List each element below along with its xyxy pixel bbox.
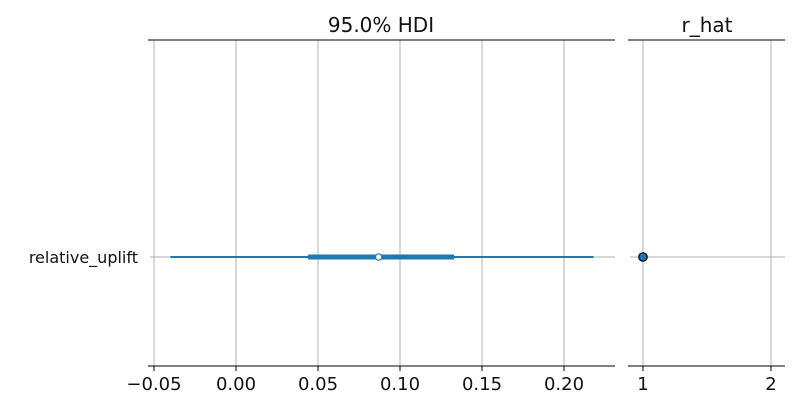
ytick-label-relative-uplift: relative_uplift bbox=[29, 248, 138, 268]
rhat-marks bbox=[638, 252, 648, 262]
hdi-marks bbox=[170, 253, 594, 261]
hdi-xtick-label: 0.05 bbox=[298, 374, 338, 395]
hdi-panel-title: 95.0% HDI bbox=[328, 13, 434, 37]
hdi-xtick-label: 0.00 bbox=[216, 374, 256, 395]
hdi-xtick-label: −0.05 bbox=[126, 374, 181, 395]
rhat-xtick-label: 2 bbox=[765, 374, 776, 395]
rhat-gridlines bbox=[642, 40, 772, 366]
hdi-xticks: −0.05 0.00 0.05 0.10 0.15 0.20 bbox=[126, 39, 584, 395]
hdi-xtick-label: 0.10 bbox=[380, 374, 420, 395]
hdi-xtick-label: 0.20 bbox=[544, 374, 584, 395]
rhat-xtick-label: 1 bbox=[637, 374, 648, 395]
hdi-xtick-label: 0.15 bbox=[462, 374, 502, 395]
rhat-panel-title: r_hat bbox=[682, 13, 733, 37]
hdi-gridlines bbox=[153, 40, 565, 366]
rhat-point bbox=[638, 252, 648, 262]
hdi-panel: 95.0% HDI −0.05 0.00 0.05 0.10 0.15 0.20 rela… bbox=[29, 13, 615, 395]
hdi-median-point bbox=[374, 253, 383, 261]
